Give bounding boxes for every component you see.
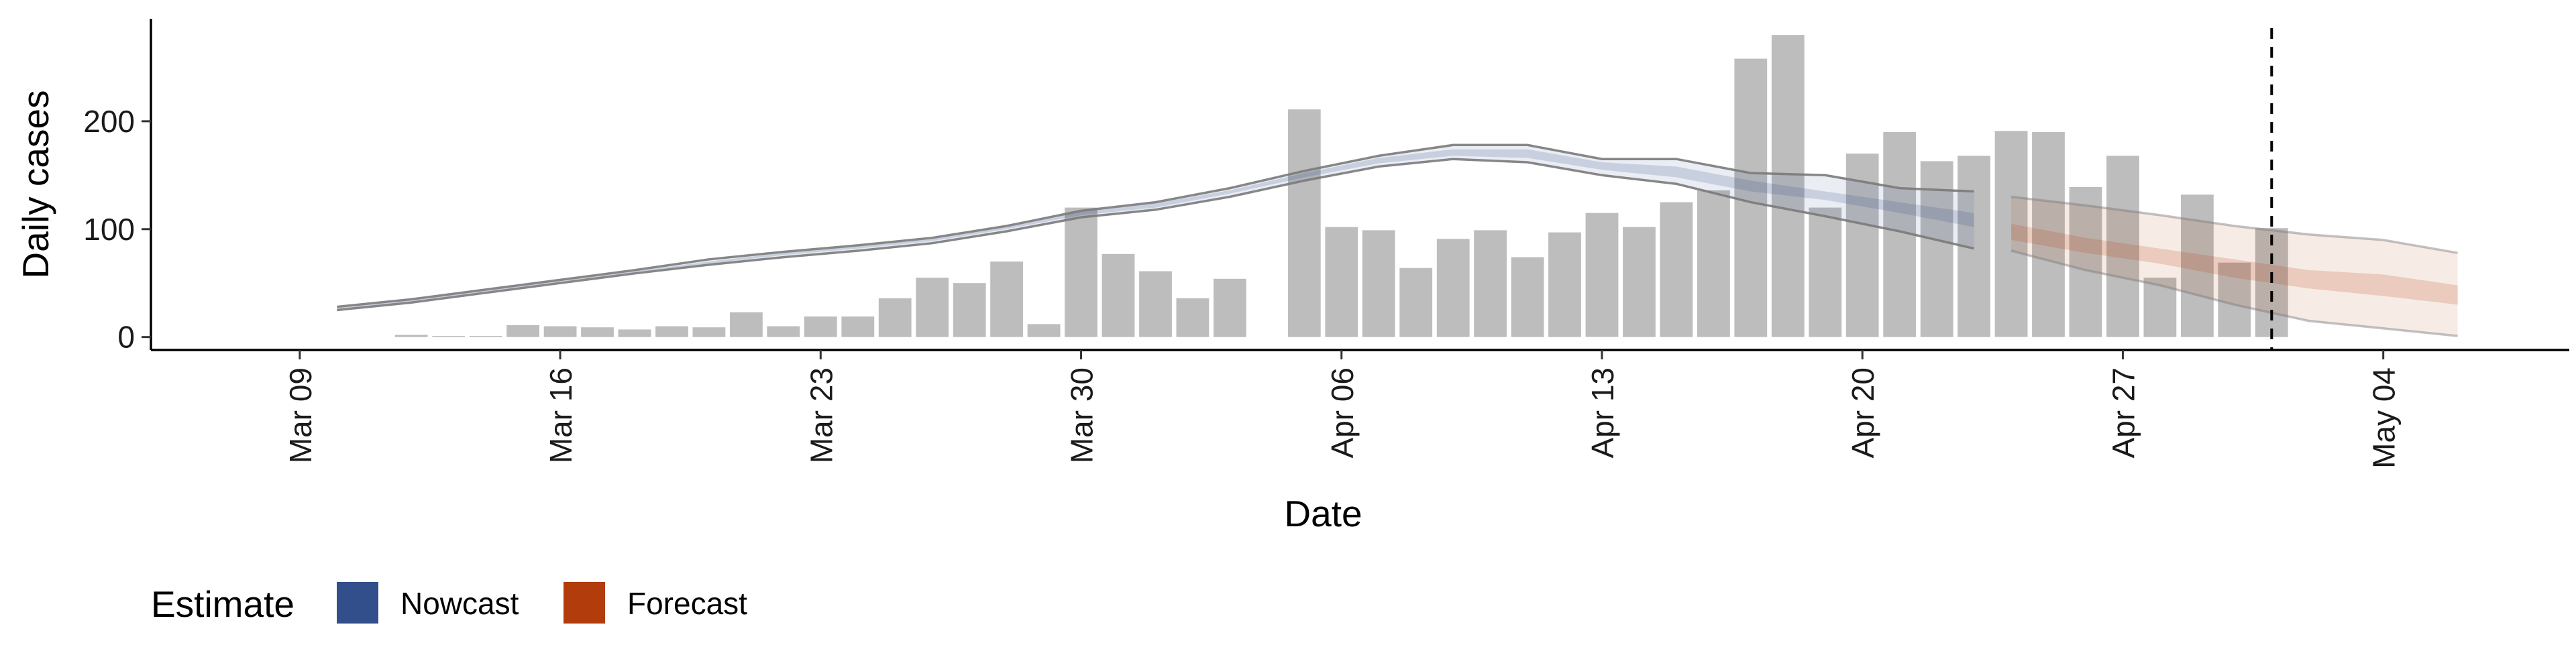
x-tick-label: Apr 27 — [2106, 367, 2141, 459]
bar — [1771, 35, 1805, 337]
bar — [692, 327, 726, 337]
legend-label: Nowcast — [400, 586, 519, 621]
bar — [767, 326, 800, 337]
bar — [2218, 262, 2251, 337]
bar — [1920, 161, 1953, 337]
forecast-upper-line — [2010, 195, 2458, 254]
bar — [655, 326, 688, 337]
bar — [1511, 257, 1544, 337]
bar — [1139, 271, 1172, 337]
bar — [990, 261, 1023, 337]
bar — [841, 316, 875, 337]
bar — [1065, 207, 1097, 337]
bar — [916, 278, 949, 337]
y-axis-title: Daily cases — [15, 90, 56, 278]
nowcast-lower-line — [337, 158, 1974, 312]
bar — [953, 283, 986, 337]
bars-layer — [394, 35, 2288, 337]
legend-key-nowcast — [337, 582, 378, 624]
bar — [618, 329, 651, 337]
legend-title: Estimate — [151, 583, 294, 625]
x-tick-label: Mar 23 — [804, 367, 839, 463]
bar — [1994, 131, 2028, 337]
bar — [1287, 109, 1321, 337]
bar — [1362, 230, 1395, 337]
bar — [1176, 298, 1210, 337]
bar — [506, 325, 539, 337]
nowcast-upper-line — [337, 143, 1974, 308]
bar — [581, 327, 614, 337]
bar — [1734, 58, 1768, 337]
x-tick-label: Mar 16 — [543, 367, 578, 463]
bar — [2106, 156, 2139, 337]
x-axis-title: Date — [1284, 493, 1362, 534]
x-tick-label: Mar 09 — [283, 367, 318, 463]
y-tick-label: 0 — [117, 320, 135, 355]
y-tick-label: 200 — [83, 104, 135, 139]
bar — [469, 336, 502, 337]
forecast-lower-line — [2010, 249, 2458, 337]
bar — [543, 326, 577, 337]
bar — [1623, 227, 1656, 337]
bar — [432, 336, 466, 337]
bar — [1697, 190, 1730, 337]
bar — [394, 335, 428, 337]
legend-label: Forecast — [627, 586, 747, 621]
bar — [2181, 194, 2214, 337]
bar — [1102, 253, 1135, 337]
bar — [1660, 202, 1693, 337]
bar — [2143, 278, 2177, 337]
x-tick-label: May 04 — [2367, 367, 2402, 469]
x-tick-label: Apr 20 — [1845, 367, 1880, 459]
ribbons-layer — [337, 143, 2458, 337]
legend: Estimate Nowcast Forecast — [151, 582, 747, 625]
bar — [1399, 268, 1433, 337]
bar — [1548, 232, 1581, 337]
bar — [1436, 239, 1470, 337]
x-tick-label: Apr 06 — [1325, 367, 1360, 459]
bar — [1809, 207, 1842, 337]
bar — [2032, 132, 2065, 337]
bar — [2069, 187, 2102, 337]
bar — [878, 298, 912, 337]
x-tick-label: Mar 30 — [1065, 367, 1099, 463]
bar — [1325, 227, 1358, 337]
bar — [1214, 278, 1246, 337]
forecast-inner-band — [2011, 223, 2458, 305]
forecast-outer-band — [2011, 196, 2458, 337]
x-tick-label: Apr 13 — [1585, 367, 1620, 459]
bar — [1027, 324, 1061, 337]
bar — [804, 316, 837, 337]
bar — [1585, 213, 1619, 337]
bar — [1474, 230, 1507, 337]
bar — [730, 312, 763, 337]
y-tick-label: 100 — [83, 212, 135, 247]
legend-key-forecast — [564, 582, 605, 624]
axes-layer: 0 100 200 Mar 09 Mar 16 Mar 23 Mar 30 Apr 06 Apr… — [15, 19, 2569, 534]
